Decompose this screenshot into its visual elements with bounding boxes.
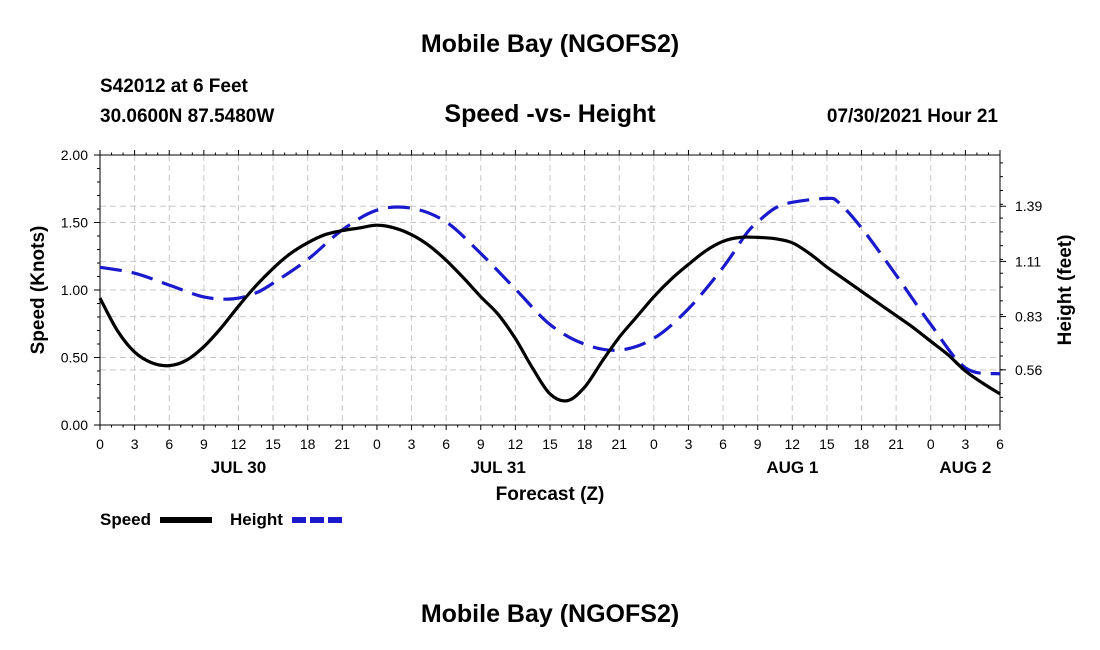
x-tick-label: 15 — [819, 436, 835, 452]
date-label: AUG 2 — [939, 458, 991, 477]
date-label: JUL 30 — [211, 458, 266, 477]
x-tick-label: 18 — [577, 436, 593, 452]
x-tick-label: 12 — [508, 436, 524, 452]
y2-tick-label: 1.39 — [1015, 198, 1042, 214]
x-tick-label: 3 — [685, 436, 693, 452]
y2-tick-labels: 0.56 0.83 1.11 1.39 — [1015, 198, 1042, 378]
legend-speed-swatch — [160, 517, 212, 523]
x-tick-label: 3 — [131, 436, 139, 452]
chart-title: Mobile Bay (NGOFS2) — [420, 30, 680, 58]
chart-subtitle: Speed -vs- Height — [444, 100, 656, 128]
x-tick-label: 18 — [300, 436, 316, 452]
y-tick-label: 1.00 — [61, 282, 88, 298]
x-tick-label: 18 — [854, 436, 870, 452]
x-tick-label: 6 — [996, 436, 1004, 452]
speed-height-chart: 0 3 6 9 12 15 18 21 0 3 6 9 12 15 18 21 0 3 6 9 12 15 18 21 0 3 6 … — [28, 147, 1076, 505]
series-speed-line — [98, 223, 1001, 403]
x-tick-label: 6 — [442, 436, 450, 452]
x-tick-label: 3 — [408, 436, 416, 452]
y2-tick-label: 0.56 — [1015, 362, 1042, 378]
y2-axis-label: Height (feet) — [1055, 235, 1076, 346]
chart-grid — [100, 155, 1000, 425]
y-tick-label: 1.50 — [61, 215, 88, 231]
legend-height-label: Height — [230, 510, 283, 529]
legend-height-swatch — [292, 517, 342, 523]
date-label: JUL 31 — [470, 458, 525, 477]
x-tick-label: 6 — [719, 436, 727, 452]
series-height-line — [99, 196, 1001, 376]
x-tick-label: 15 — [542, 436, 558, 452]
x-tick-label: 21 — [611, 436, 627, 452]
x-tick-label: 21 — [888, 436, 904, 452]
x-tick-label: 9 — [477, 436, 485, 452]
y2-tick-label: 1.11 — [1015, 253, 1041, 269]
legend-speed-label: Speed — [100, 510, 152, 529]
x-tick-label: 0 — [650, 436, 658, 452]
axis-ticks — [94, 150, 1006, 430]
station-label: S42012 at 6 Feet — [100, 76, 248, 97]
y-tick-labels: 0.00 0.50 1.00 1.50 2.00 — [61, 147, 88, 433]
date-labels: JUL 30 JUL 31 AUG 1 AUG 2 — [211, 458, 992, 477]
x-tick-label: 3 — [961, 436, 969, 452]
x-tick-label: 0 — [373, 436, 381, 452]
y2-tick-label: 0.83 — [1015, 309, 1042, 325]
x-tick-label: 0 — [96, 436, 104, 452]
x-tick-label: 0 — [927, 436, 935, 452]
x-tick-labels: 0 3 6 9 12 15 18 21 0 3 6 9 12 15 18 21 0 3 6 9 12 15 18 21 0 3 6 — [96, 436, 1004, 452]
x-tick-label: 15 — [265, 436, 281, 452]
x-tick-label: 12 — [785, 436, 801, 452]
x-tick-label: 6 — [165, 436, 173, 452]
x-tick-label: 21 — [335, 436, 351, 452]
date-label: AUG 1 — [766, 458, 818, 477]
y-tick-label: 0.50 — [61, 350, 88, 366]
footer-title: Mobile Bay (NGOFS2) — [420, 600, 680, 628]
x-tick-label: 9 — [754, 436, 762, 452]
y-tick-label: 0.00 — [61, 417, 88, 433]
x-tick-label: 9 — [200, 436, 208, 452]
y-tick-label: 2.00 — [61, 147, 88, 163]
coordinates-label: 30.0600N 87.5480W — [100, 106, 275, 127]
forecast-datetime: 07/30/2021 Hour 21 — [826, 106, 998, 127]
y-axis-label: Speed (Knots) — [28, 226, 49, 355]
x-tick-label: 12 — [231, 436, 247, 452]
x-axis-label: Forecast (Z) — [496, 484, 605, 505]
